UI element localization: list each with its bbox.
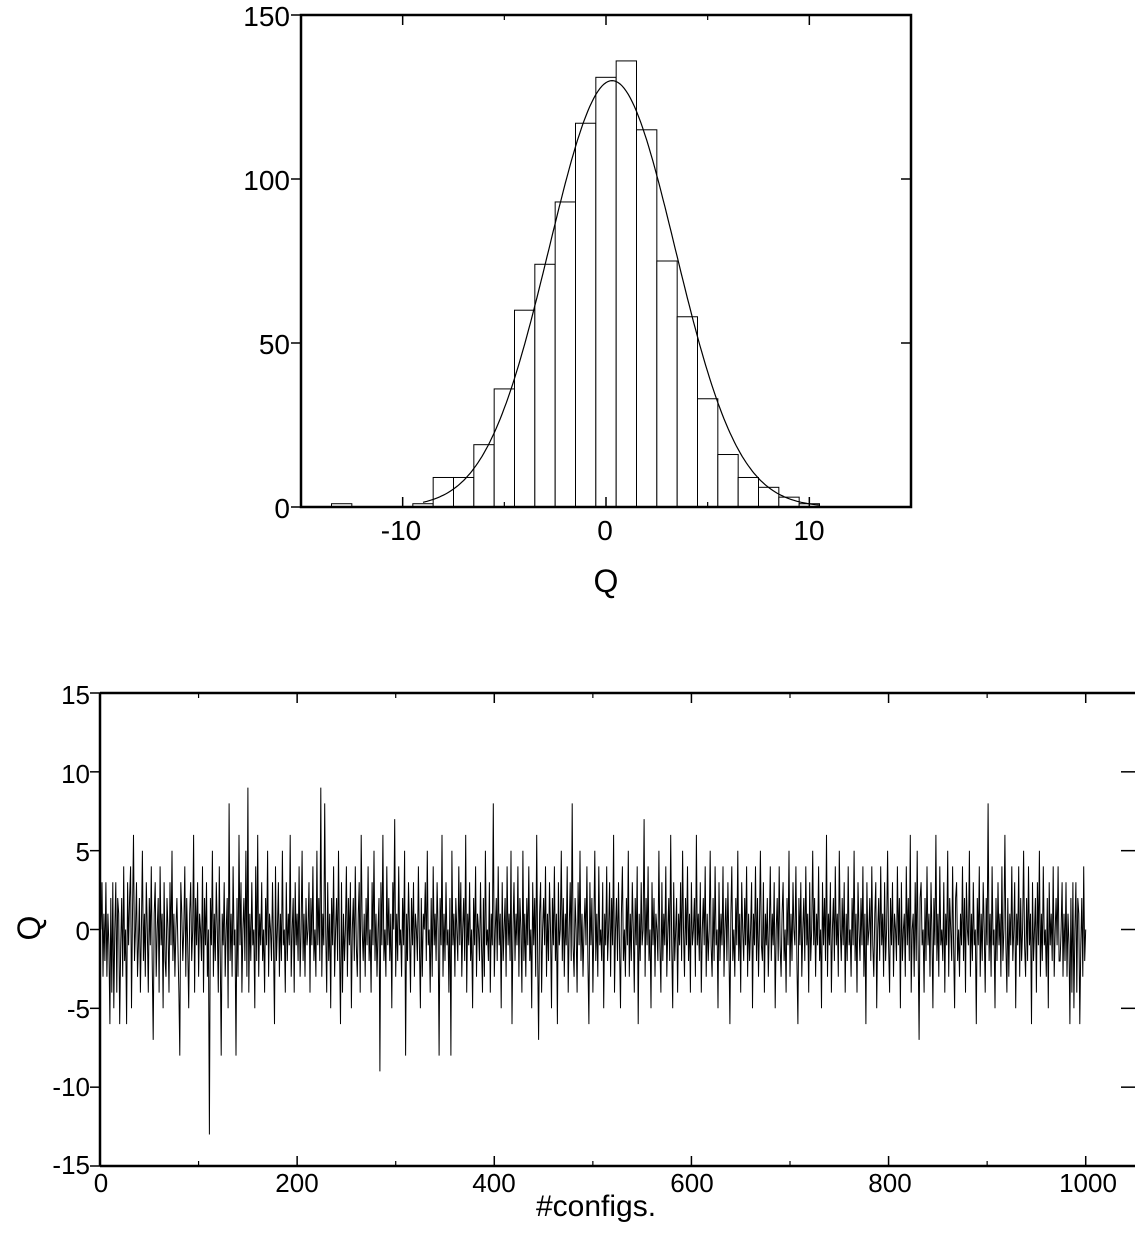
hist-xtick-label-0: -10 [381,515,421,546]
histogram-bar-15 [697,398,719,508]
histogram-ticks [291,14,912,508]
histogram-bar-11 [615,60,638,508]
ts-xtick-label-1: 200 [275,1168,318,1198]
histogram-bars [331,60,821,508]
ts-xtick-label-0: 0 [94,1168,108,1198]
histogram-bar-8 [554,201,577,508]
hist-ytick-label-1: 50 [259,329,290,360]
histogram-bar-16 [717,454,739,508]
ts-xtick-label-4: 800 [868,1168,911,1198]
histogram-bar-10 [595,76,617,508]
ts-ytick-label-5: 10 [61,759,90,789]
histogram-bar-3 [453,476,475,508]
histogram-bar-12 [636,129,658,508]
histogram-panel: 0 50 100 150 -10 0 10 Q [243,1,913,599]
ts-xtick-label-2: 400 [472,1168,515,1198]
hist-x-axis-label: Q [594,563,619,599]
ts-xtick-label-5: 1000 [1059,1168,1117,1198]
ts-ytick-label-3: 0 [76,916,90,946]
histogram-bar-14 [676,316,699,508]
histogram-bar-13 [656,260,678,508]
gaussian-fit-curve [422,79,820,506]
histogram-bar-2 [432,476,454,508]
ts-ytick-label-1: -10 [52,1072,90,1102]
histogram-bar-17 [737,476,760,508]
ts-ytick-label-4: 5 [76,837,90,867]
ts-ytick-label-6: 15 [61,680,90,710]
ts-ytick-label-2: -5 [67,994,90,1024]
histogram-bar-6 [514,309,536,508]
hist-xtick-label-1: 0 [597,515,613,546]
histogram-bar-7 [534,263,556,508]
histogram-bar-9 [575,122,597,508]
hist-ytick-label-2: 100 [243,165,290,196]
ts-y-axis-label: Q [11,916,47,941]
hist-ytick-label-0: 0 [274,493,290,524]
q-timeseries-line [100,787,1087,1135]
timeseries-panel: -15 -10 -5 0 5 10 15 0 200 400 600 800 1… [11,680,1135,1223]
hist-xtick-label-2: 10 [793,515,824,546]
ts-xtick-label-3: 600 [670,1168,713,1198]
hist-ytick-label-3: 150 [243,1,290,32]
histogram-bar-18 [758,486,780,508]
ts-x-axis-label: #configs. [536,1190,656,1223]
ts-ytick-label-0: -15 [52,1150,90,1180]
